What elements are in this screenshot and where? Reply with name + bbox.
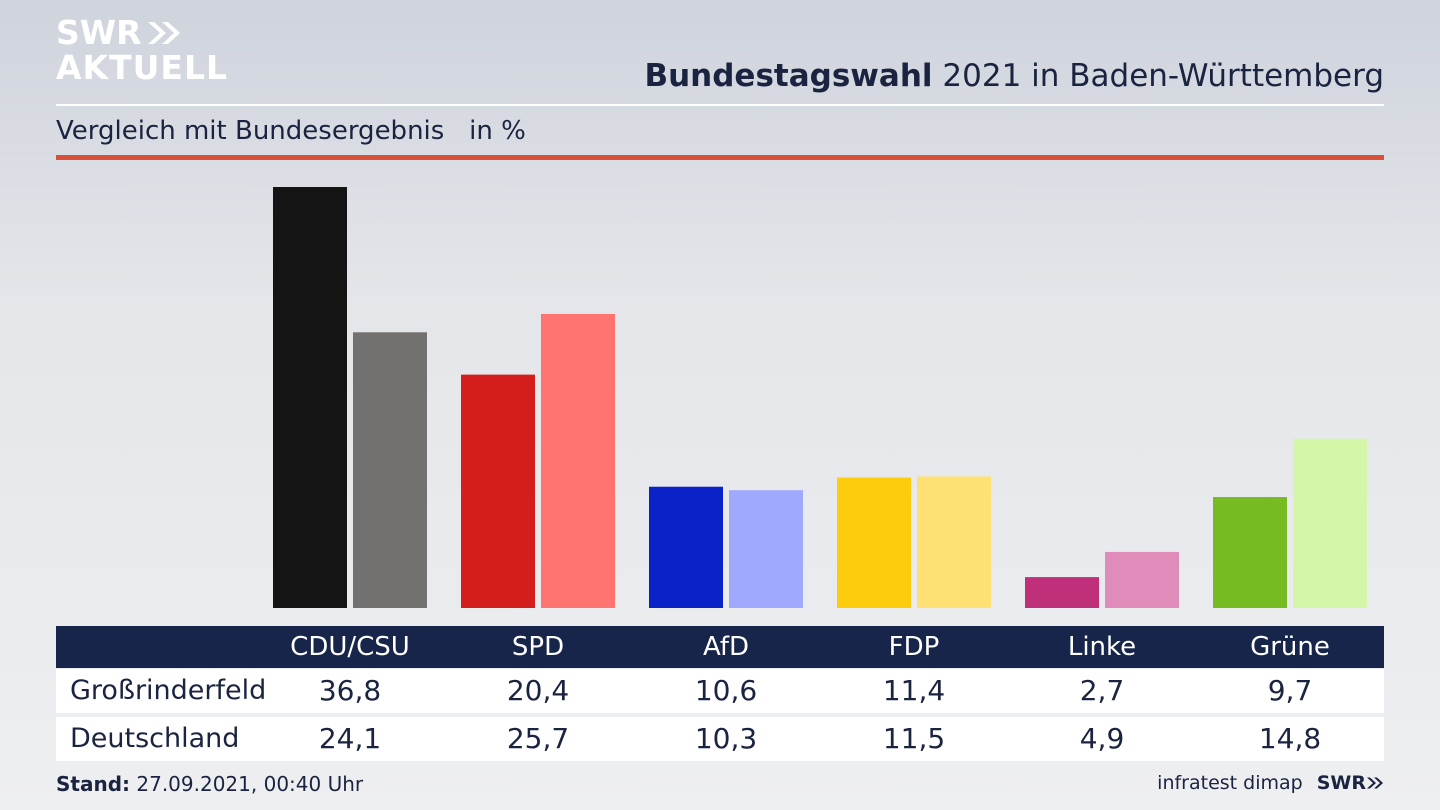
double-chevron-icon [1367, 777, 1383, 789]
bar-local-afd [649, 486, 723, 608]
swr-aktuell-logo: SWR AKTUELL [56, 16, 228, 84]
header-divider [56, 104, 1384, 106]
column-header: SPD [511, 632, 565, 662]
table-cell: 4,9 [1079, 722, 1125, 755]
table-cell: 11,5 [882, 722, 946, 755]
swr-footer-logo: SWR [1317, 772, 1384, 794]
table-cell: 11,4 [882, 674, 946, 707]
swr-footer-text: SWR [1316, 772, 1366, 794]
title-bold: Bundestagswahl [644, 58, 933, 94]
table-cell: 14,8 [1258, 722, 1322, 755]
stand-label: Stand: [56, 772, 131, 796]
bar-national-linke [1105, 551, 1179, 608]
table-row: Großrinderfeld 36,8 20,4 10,6 11,4 2,7 9,7 [56, 669, 1384, 713]
bar-national-cdu-csu [353, 332, 427, 608]
column-header: AfD [702, 632, 750, 662]
table-cell: 24,1 [318, 722, 382, 755]
source-text: infratest dimap [1157, 772, 1303, 794]
row-label: Großrinderfeld [70, 675, 267, 706]
column-header: CDU/CSU [290, 632, 410, 662]
table-header: CDU/CSU SPD AfD FDP Linke Grüne [56, 626, 1384, 668]
bar-chart [273, 187, 1367, 608]
logo-swr-text: SWR [56, 13, 142, 52]
bar-national-spd [541, 313, 615, 608]
row-label: Deutschland [70, 723, 240, 754]
table-cell: 36,8 [318, 674, 382, 707]
bar-national-fdp [917, 476, 991, 608]
bar-local-linke [1025, 577, 1099, 608]
table-cell: 2,7 [1079, 674, 1125, 707]
table-cell: 25,7 [506, 722, 570, 755]
stand-value: 27.09.2021, 00:40 Uhr [130, 772, 364, 796]
bar-national-afd [729, 490, 803, 608]
column-header: FDP [888, 632, 940, 662]
column-header: Grüne [1250, 632, 1330, 662]
table-cell: 9,7 [1267, 674, 1313, 707]
bar-local-cdu-csu [273, 187, 347, 608]
bar-national-gr-ne [1293, 438, 1367, 608]
chart-title: Bundestagswahl 2021 in Baden-Württemberg [644, 58, 1384, 94]
table-cell: 20,4 [506, 674, 570, 707]
accent-divider [56, 155, 1384, 160]
timestamp: Stand: 27.09.2021, 00:40 Uhr [56, 772, 363, 796]
double-chevron-icon [147, 21, 180, 44]
table-cell: 10,3 [694, 722, 758, 755]
bar-local-gr-ne [1213, 497, 1287, 608]
title-rest: 2021 in Baden-Württemberg [932, 58, 1384, 94]
table-cell: 10,6 [694, 674, 758, 707]
chart-subtitle: Vergleich mit Bundesergebnis in % [56, 116, 526, 146]
column-header: Linke [1067, 632, 1137, 662]
table-row: Deutschland 24,1 25,7 10,3 11,5 4,9 14,8 [56, 717, 1384, 761]
logo-aktuell-text: AKTUELL [56, 48, 229, 87]
source-credit: infratest dimap SWR [1157, 772, 1384, 794]
bar-local-fdp [837, 477, 911, 608]
bar-local-spd [461, 374, 535, 608]
